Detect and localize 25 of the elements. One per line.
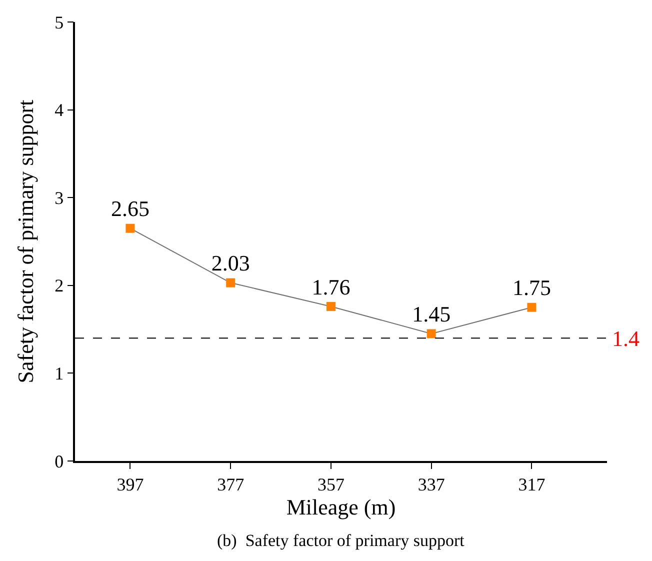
y-tick-label: 3 bbox=[54, 188, 64, 208]
text: (b) Safety factor of primary support bbox=[217, 531, 465, 550]
y-tick-label: 4 bbox=[54, 100, 64, 120]
data-label: 2.65 bbox=[110, 196, 150, 222]
data-label: 1.75 bbox=[512, 275, 551, 300]
y-tick-label: 2 bbox=[54, 276, 64, 296]
point bbox=[527, 302, 536, 312]
data-label: 2.03 bbox=[211, 250, 250, 276]
x-tick-label: 357 bbox=[317, 474, 344, 494]
x-tick-label: 397 bbox=[116, 474, 144, 494]
point bbox=[326, 302, 336, 311]
data-label: 1.76 bbox=[312, 274, 350, 300]
point bbox=[126, 224, 135, 233]
y-axis-title: Safety factor of primary support bbox=[12, 100, 38, 384]
y-tick-label: 1 bbox=[54, 364, 64, 384]
x-tick-label: 337 bbox=[418, 474, 445, 494]
point bbox=[226, 278, 236, 288]
x-axis-title: Mileage (m) bbox=[286, 494, 396, 520]
point bbox=[426, 329, 436, 338]
ref-line-label: 1.4 bbox=[612, 326, 640, 351]
x-tick-label: 377 bbox=[217, 474, 244, 494]
data-label: 1.45 bbox=[412, 302, 451, 327]
x-tick-label: 317 bbox=[518, 474, 546, 494]
y-tick-label: 5 bbox=[54, 12, 64, 32]
y-tick-label: 0 bbox=[54, 451, 64, 472]
